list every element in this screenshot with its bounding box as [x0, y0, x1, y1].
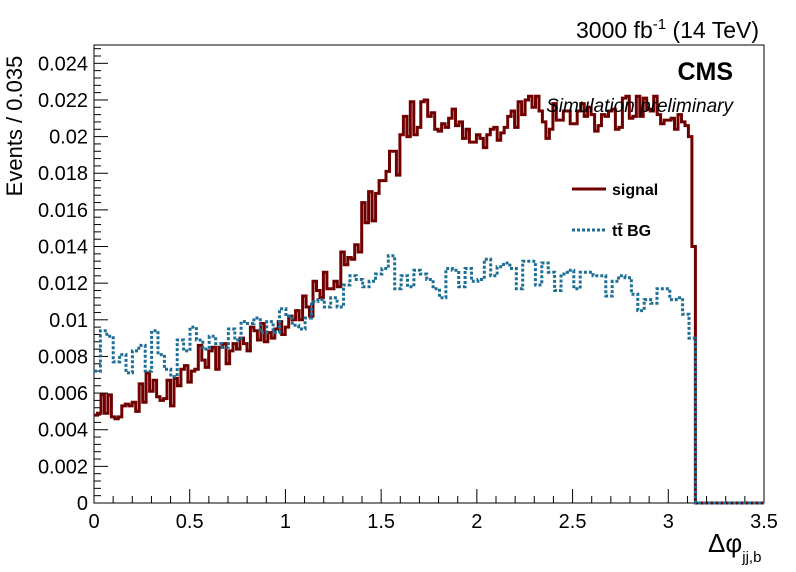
- y-axis-title: Events / 0.035: [2, 56, 27, 197]
- x-tick-label: 0: [88, 511, 99, 533]
- x-tick-label: 2: [471, 511, 482, 533]
- y-tick-label: 0.02: [49, 127, 88, 149]
- lumi-label: 3000 fb-1 (14 TeV): [576, 16, 759, 43]
- x-tick-label: 0.5: [176, 511, 204, 533]
- x-axis-title: Δφjj,b: [708, 528, 761, 566]
- x-tick-label: 3.5: [750, 511, 778, 533]
- legend-background-label: tt̄ BG: [612, 222, 651, 240]
- cms-label: CMS: [677, 58, 733, 86]
- y-tick-label: 0: [77, 493, 88, 515]
- x-tick-label: 3: [663, 511, 674, 533]
- simulation-label: Simulation preliminary: [546, 96, 734, 117]
- plot-frame: [93, 44, 765, 504]
- signal-series-line: [94, 94, 764, 505]
- y-tick-label: 0.018: [38, 163, 88, 185]
- legend-signal-label: signal: [612, 182, 658, 199]
- y-tick-label: 0.01: [49, 310, 88, 332]
- x-tick-label: 1: [280, 511, 291, 533]
- series-layer: [94, 94, 764, 505]
- y-tick-label: 0.024: [38, 53, 88, 75]
- x-axis: 0 0.5 1 1.5 2 2.5 3 3.5: [88, 489, 778, 533]
- legend: signal tt̄ BG: [572, 182, 658, 240]
- x-tick-label: 1.5: [367, 511, 395, 533]
- y-tick-label: 0.008: [38, 346, 88, 368]
- y-tick-label: 0.002: [38, 456, 88, 478]
- y-tick-label: 0.022: [38, 90, 88, 112]
- background-series-line: [94, 254, 764, 505]
- y-tick-label: 0.006: [38, 383, 88, 405]
- y-tick-label: 0.004: [38, 420, 88, 442]
- y-tick-label: 0.016: [38, 200, 88, 222]
- y-axis: 0 0.002 0.004 0.006 0.008 0.01 0.012 0.014 0.016…: [38, 48, 108, 515]
- x-tick-label: 2.5: [559, 511, 587, 533]
- y-tick-label: 0.014: [38, 237, 88, 259]
- y-tick-label: 0.012: [38, 273, 88, 295]
